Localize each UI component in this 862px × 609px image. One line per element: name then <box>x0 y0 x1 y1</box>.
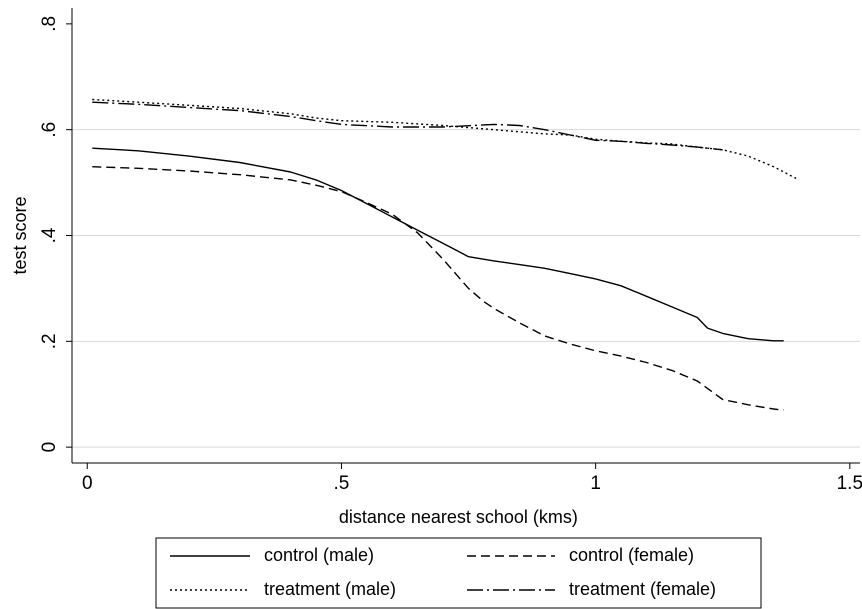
x-axis-title: distance nearest school (kms) <box>339 507 578 527</box>
legend-box <box>155 537 762 609</box>
x-tick-label: 1.5 <box>837 473 862 494</box>
series-lines <box>92 98 800 411</box>
legend-label: treatment (female) <box>569 579 716 599</box>
y-tick-label: .4 <box>39 227 60 243</box>
y-tick-label: 0 <box>39 442 60 453</box>
y-axis-title: test score <box>10 196 30 274</box>
y-tick-label: .8 <box>39 16 60 32</box>
x-tick-label: 0 <box>82 473 93 494</box>
legend-label: treatment (male) <box>264 579 396 599</box>
ticks: 0 .2 .4 .6 .8 0 .5 1 1.5 <box>39 16 862 494</box>
series-line-treatment-male <box>92 98 800 181</box>
y-tick-label: .2 <box>39 333 60 349</box>
y-tick-label: .6 <box>39 122 60 138</box>
legend: control (male) control (female) treatment … <box>155 537 762 609</box>
gridlines <box>72 129 860 448</box>
x-tick-label: 1 <box>590 473 601 494</box>
legend-label: control (female) <box>569 545 694 565</box>
series-line-control-male <box>92 147 784 342</box>
x-tick-label: .5 <box>334 473 350 494</box>
legend-label: control (male) <box>264 545 374 565</box>
series-line-treatment-female <box>92 101 723 151</box>
series-line-control-female <box>92 166 784 411</box>
